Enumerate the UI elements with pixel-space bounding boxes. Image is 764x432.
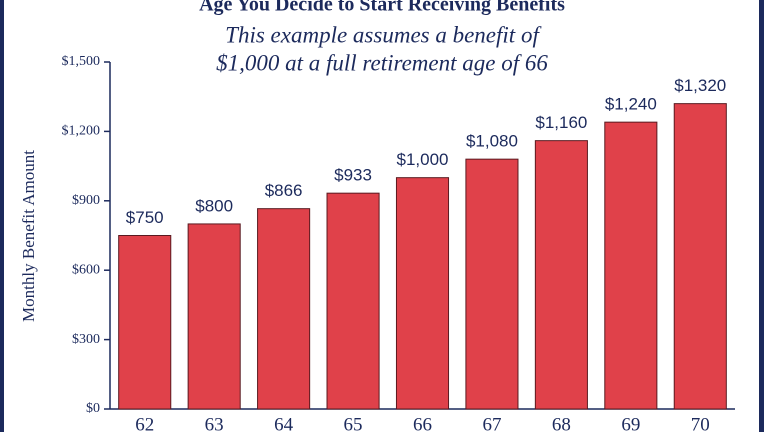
subtitle: This example assumes a benefit of <box>225 22 542 47</box>
y-tick-label: $300 <box>72 332 100 347</box>
subtitle: $1,000 at a full retirement age of 66 <box>216 50 548 75</box>
frame-left <box>0 0 4 432</box>
bar <box>187 223 241 410</box>
x-tick-label: 64 <box>274 414 294 432</box>
bar <box>118 235 172 410</box>
y-tick-label: $1,200 <box>62 124 101 139</box>
bar <box>326 192 380 410</box>
value-label: $1,080 <box>466 132 518 151</box>
x-tick-label: 68 <box>552 414 571 432</box>
x-tick-label: 69 <box>621 414 640 432</box>
value-label: $750 <box>126 208 164 227</box>
y-tick-label: $900 <box>72 193 100 208</box>
bar <box>604 121 658 410</box>
bar <box>257 208 311 410</box>
chart-title: Age You Decide to Start Receiving Benefi… <box>199 0 565 16</box>
value-label: $1,240 <box>605 95 657 114</box>
x-tick-label: 66 <box>413 414 432 432</box>
bar <box>465 158 519 410</box>
y-axis-label: Monthly Benefit Amount <box>19 150 38 322</box>
value-label: $933 <box>334 166 372 185</box>
bar <box>534 140 588 410</box>
value-label: $1,320 <box>674 76 726 95</box>
frame-right <box>759 0 764 432</box>
value-label: $800 <box>195 196 233 215</box>
x-tick-label: 67 <box>482 414 501 432</box>
y-tick-label: $0 <box>86 401 100 416</box>
x-tick-label: 63 <box>205 414 224 432</box>
value-label: $866 <box>265 181 303 200</box>
value-label: $1,000 <box>397 150 449 169</box>
y-tick-label: $1,500 <box>62 54 101 69</box>
value-label: $1,160 <box>535 113 587 132</box>
bar <box>673 103 727 410</box>
x-tick-label: 70 <box>691 414 710 432</box>
x-tick-label: 62 <box>135 414 154 432</box>
x-tick-label: 65 <box>344 414 363 432</box>
bar <box>395 177 450 410</box>
y-tick-label: $600 <box>72 262 100 277</box>
